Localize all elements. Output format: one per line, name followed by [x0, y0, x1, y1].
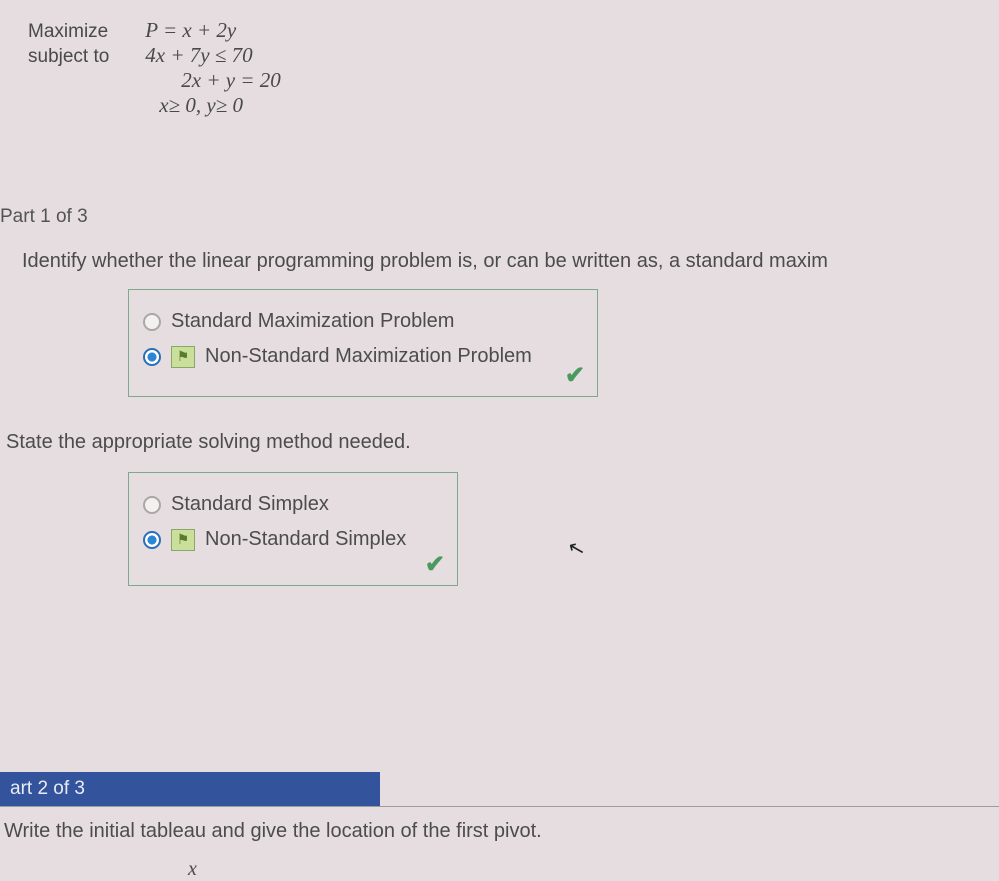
divider: [0, 806, 999, 807]
maximize-label: Maximize: [28, 21, 140, 43]
option-1a-label: Standard Maximization Problem: [171, 310, 454, 333]
constraint-1: 4x + 7y ≤ 70: [145, 43, 252, 67]
question-3-text: Write the initial tableau and give the l…: [4, 820, 542, 843]
radio-unselected-icon[interactable]: [143, 313, 161, 331]
part-2-bar: art 2 of 3: [0, 772, 380, 806]
question-2-text: State the appropriate solving method nee…: [6, 431, 999, 454]
option-2b-label: Non-Standard Simplex: [205, 528, 406, 551]
option-box-1: Standard Maximization Problem ⚑ Non-Stan…: [128, 289, 598, 397]
radio-selected-icon[interactable]: [143, 531, 161, 549]
check-icon: ✔: [565, 361, 585, 390]
flag-icon[interactable]: ⚑: [171, 346, 195, 368]
check-icon: ✔: [425, 550, 445, 579]
option-2b-row[interactable]: ⚑ Non-Standard Simplex: [143, 522, 439, 557]
option-box-2: Standard Simplex ⚑ Non-Standard Simplex …: [128, 472, 458, 586]
flag-icon[interactable]: ⚑: [171, 529, 195, 551]
objective-fn: P = x + 2y: [145, 18, 236, 42]
option-1b-label: Non-Standard Maximization Problem: [205, 345, 532, 368]
tableau-col-x: x: [188, 858, 197, 881]
option-2a-row[interactable]: Standard Simplex: [143, 487, 439, 522]
constraint-2: 2x + y = 20: [181, 68, 280, 92]
option-2a-label: Standard Simplex: [171, 493, 329, 516]
radio-unselected-icon[interactable]: [143, 496, 161, 514]
question-1-text: Identify whether the linear programming …: [22, 250, 999, 273]
option-1b-row[interactable]: ⚑ Non-Standard Maximization Problem: [143, 339, 579, 374]
nonneg-constraint: x≥ 0, y≥ 0: [159, 93, 243, 117]
part-1-label: Part 1 of 3: [0, 206, 999, 228]
subject-to-label: subject to: [28, 46, 140, 68]
option-1a-row[interactable]: Standard Maximization Problem: [143, 304, 579, 339]
radio-selected-icon[interactable]: [143, 348, 161, 366]
